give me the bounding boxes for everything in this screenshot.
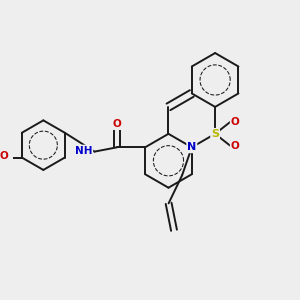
Text: S: S — [211, 129, 219, 139]
Text: N: N — [187, 142, 196, 152]
Text: O: O — [231, 117, 239, 127]
Text: O: O — [231, 141, 239, 151]
Text: NH: NH — [75, 146, 92, 155]
Text: O: O — [113, 119, 122, 129]
Text: O: O — [0, 152, 8, 161]
